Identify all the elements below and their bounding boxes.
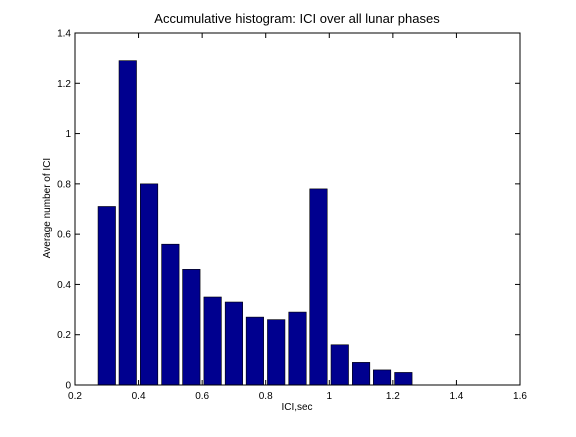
bar xyxy=(288,311,307,386)
y-tick-label: 1 xyxy=(65,129,71,140)
x-tick-label: 1.4 xyxy=(449,391,463,402)
chart-title: Accumulative histogram: ICI over all lun… xyxy=(154,11,440,26)
bar xyxy=(267,319,286,386)
x-tick-label: 0.8 xyxy=(259,391,273,402)
x-tick-label: 1.6 xyxy=(513,391,527,402)
bar xyxy=(118,60,137,386)
y-tick-label: 0 xyxy=(65,381,71,392)
x-tick-label: 0.2 xyxy=(68,391,82,402)
bar xyxy=(140,183,159,386)
y-tick-label: 0.4 xyxy=(57,280,71,291)
bar xyxy=(245,316,264,386)
y-tick-label: 1.4 xyxy=(57,29,71,40)
x-tick-label: 1.2 xyxy=(386,391,400,402)
bars-group xyxy=(97,60,413,386)
y-axis: 0 0.2 0.4 0.6 0.8 1 1.2 1.4 xyxy=(57,29,520,392)
bar xyxy=(373,369,392,386)
bar xyxy=(97,206,116,386)
y-tick-label: 0.8 xyxy=(57,179,71,190)
y-axis-label: Average number of ICI xyxy=(42,158,53,258)
bar xyxy=(182,269,201,386)
x-axis-label: ICI,sec xyxy=(281,402,312,413)
y-tick-label: 1.2 xyxy=(57,79,71,90)
x-tick-label: 0.6 xyxy=(195,391,209,402)
plot-frame xyxy=(74,32,521,386)
bar xyxy=(330,344,349,386)
bar xyxy=(394,372,413,386)
x-axis: 0.2 0.4 0.6 0.8 1 1.2 1.4 1.6 xyxy=(68,33,527,402)
x-tick-label: 0.4 xyxy=(132,391,146,402)
bar xyxy=(203,296,222,386)
bar xyxy=(352,362,371,386)
bar xyxy=(309,188,328,386)
bar xyxy=(224,301,243,386)
y-tick-label: 0.2 xyxy=(57,330,71,341)
bar xyxy=(161,243,180,386)
x-tick-label: 1 xyxy=(327,391,333,402)
y-tick-label: 0.6 xyxy=(57,230,71,241)
